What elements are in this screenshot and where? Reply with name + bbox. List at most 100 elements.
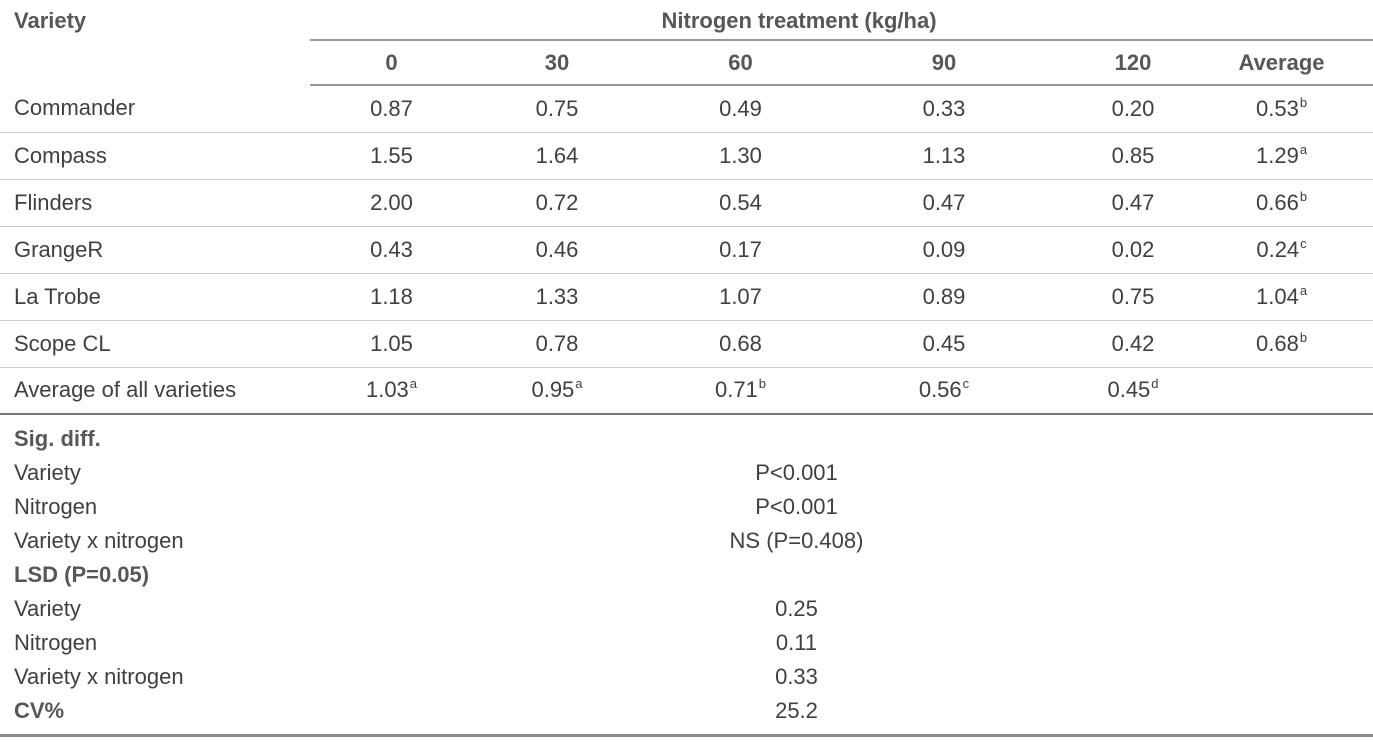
summary-value: 0.56	[918, 377, 962, 403]
table-row: La Trobe 1.18 1.33 1.07 0.89 0.75 1.04a	[0, 272, 1373, 320]
lsd-row: Nitrogen 0.11	[0, 626, 1373, 660]
stats-section: Sig. diff. Variety P<0.001 Nitrogen P<0.001…	[0, 415, 1373, 737]
average-cell: 0.68b	[1218, 319, 1373, 367]
sig-diff-row-value: P<0.001	[755, 494, 838, 519]
significance-letter: a	[575, 376, 583, 392]
group-header-row: Variety Nitrogen treatment (kg/ha)	[0, 0, 1373, 41]
average-cell: 1.29a	[1218, 131, 1373, 179]
significance-letter: b	[1299, 329, 1308, 345]
variety-nitrogen-table: Variety Nitrogen treatment (kg/ha) 0 30 …	[0, 0, 1373, 415]
lsd-heading: LSD (P=0.05)	[14, 562, 150, 587]
column-header-30: 30	[473, 40, 641, 86]
average-value: 0.68	[1255, 330, 1299, 356]
lsd-heading-row: LSD (P=0.05)	[0, 558, 1373, 592]
variety-name: GrangeR	[0, 225, 310, 273]
variety-name: Commander	[14, 95, 136, 121]
value-cell: 0.49	[719, 95, 762, 121]
variety-name: Compass	[0, 131, 310, 179]
lsd-row: Variety x nitrogen 0.33	[0, 660, 1373, 694]
significance-letter: b	[1299, 94, 1308, 110]
table-row: GrangeR 0.43 0.46 0.17 0.09 0.02 0.24c	[0, 225, 1373, 273]
value-cell: 0.43	[310, 225, 473, 273]
lsd-row-label: Nitrogen	[14, 630, 98, 655]
variety-name: Flinders	[0, 178, 310, 226]
variety-name: Scope CL	[0, 319, 310, 367]
value-cell: 1.30	[641, 131, 840, 179]
summary-value: 0.71	[714, 377, 758, 403]
summary-value: 0.95	[531, 377, 575, 403]
significance-letter: b	[1299, 188, 1308, 204]
significance-letter: a	[1299, 141, 1308, 157]
significance-letter: c	[962, 376, 970, 392]
significance-letter: c	[1300, 235, 1307, 251]
lsd-row-value: 0.33	[775, 664, 818, 689]
sig-diff-row-label: Nitrogen	[14, 494, 98, 519]
sig-diff-row-value: NS (P=0.408)	[729, 528, 864, 553]
sig-diff-rows: Variety P<0.001 Nitrogen P<0.001 Variety x n…	[0, 456, 1373, 558]
value-cell: 1.05	[310, 319, 473, 367]
lsd-row: Variety 0.25	[0, 592, 1373, 626]
lsd-row-label: Variety x nitrogen	[14, 664, 184, 689]
average-value: 0.24	[1256, 236, 1300, 262]
column-group-header-nitrogen: Nitrogen treatment (kg/ha)	[310, 0, 1373, 41]
column-header-120: 120	[1048, 40, 1218, 86]
value-cell: 1.64	[473, 131, 641, 179]
column-header-90: 90	[840, 40, 1048, 86]
nitrogen-group-label: Nitrogen treatment (kg/ha)	[661, 8, 937, 33]
sig-diff-row: Variety x nitrogen NS (P=0.408)	[0, 524, 1373, 558]
value-cell: 0.20	[1111, 95, 1155, 121]
value-cell: 1.33	[473, 272, 641, 320]
summary-average-cell	[1218, 366, 1373, 415]
average-cell: 0.53b	[1218, 85, 1373, 132]
significance-letter: d	[1151, 376, 1159, 392]
column-header-average: Average	[1218, 40, 1373, 86]
cv-label: CV%	[14, 698, 65, 723]
summary-value: 1.03	[365, 377, 409, 403]
average-cell: 0.66b	[1218, 178, 1373, 226]
column-header-60: 60	[641, 40, 840, 86]
average-cell: 0.24c	[1218, 225, 1373, 273]
lsd-rows: Variety 0.25 Nitrogen 0.11 Variety x nitroge…	[0, 592, 1373, 694]
value-cell: 0.45	[840, 319, 1048, 367]
lsd-row-value: 0.11	[775, 630, 818, 655]
value-cell: 0.87	[370, 95, 413, 121]
value-cell: 0.09	[840, 225, 1048, 273]
sig-diff-heading-row: Sig. diff.	[0, 422, 1373, 456]
significance-letter: a	[409, 376, 418, 392]
summary-value-cell: 0.71b	[641, 366, 840, 415]
average-value: 1.04	[1255, 283, 1299, 309]
value-cell: 0.17	[641, 225, 840, 273]
value-cell: 0.47	[840, 178, 1048, 226]
value-cell: 0.89	[840, 272, 1048, 320]
table-body: Commander 0.87 0.75 0.49 0.33 0.20 0.53b Compas…	[0, 85, 1373, 415]
value-cell: 1.13	[840, 131, 1048, 179]
value-cell: 0.02	[1048, 225, 1218, 273]
summary-label: Average of all varieties	[0, 366, 310, 415]
summary-value-cell: 0.45d	[1048, 366, 1218, 415]
value-cell: 0.42	[1048, 319, 1218, 367]
summary-value-cell: 0.95a	[473, 366, 641, 415]
sig-diff-row: Variety P<0.001	[0, 456, 1373, 490]
cv-value: 25.2	[775, 698, 818, 723]
value-cell: 0.72	[473, 178, 641, 226]
sig-diff-heading: Sig. diff.	[14, 426, 101, 451]
value-cell: 0.85	[1048, 131, 1218, 179]
summary-row: Average of all varieties 1.03a 0.95a 0.71b 0…	[0, 366, 1373, 415]
value-cell: 2.00	[310, 178, 473, 226]
lsd-row-value: 0.25	[775, 596, 818, 621]
average-value: 0.53	[1255, 95, 1299, 121]
summary-value: 0.45	[1107, 377, 1151, 403]
value-cell: 0.68	[641, 319, 840, 367]
value-cell: 0.78	[473, 319, 641, 367]
value-cell: 0.75	[535, 95, 579, 121]
sig-diff-row-label: Variety x nitrogen	[14, 528, 184, 553]
value-cell: 0.46	[473, 225, 641, 273]
table-row: Commander 0.87 0.75 0.49 0.33 0.20 0.53b	[0, 85, 1373, 132]
average-value: 0.66	[1255, 189, 1299, 215]
value-cell: 1.07	[641, 272, 840, 320]
average-value: 1.29	[1255, 142, 1299, 168]
value-cell: 1.55	[310, 131, 473, 179]
value-cell: 1.18	[310, 272, 473, 320]
value-cell: 0.47	[1048, 178, 1218, 226]
